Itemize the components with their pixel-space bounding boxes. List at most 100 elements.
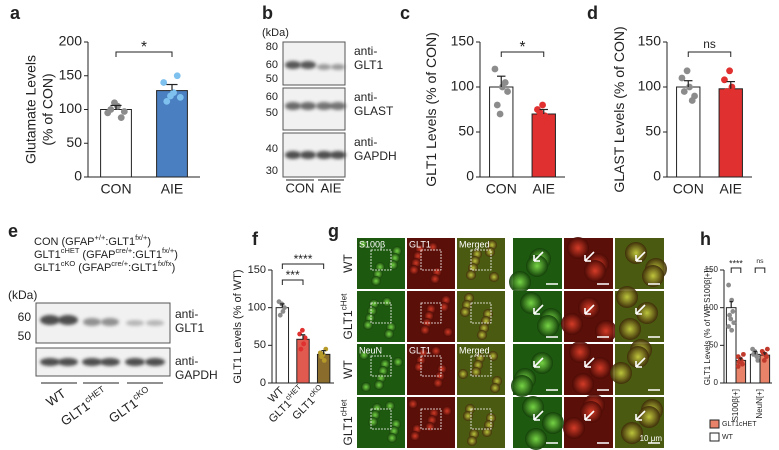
panel-label: h [700, 229, 711, 249]
data-point [536, 108, 544, 116]
data-point [320, 351, 326, 357]
antibody-label: anti-GLAST [354, 90, 394, 118]
data-point [163, 98, 171, 105]
superscript: fx/fx [158, 259, 172, 268]
data-point [321, 358, 327, 363]
data-point [727, 312, 732, 318]
cell-blob [525, 428, 547, 450]
x-tick-label: AIE [161, 181, 184, 197]
antibody-label: anti-GAPDH [175, 354, 218, 382]
blot-band [300, 102, 316, 110]
superscript: fx/+ [135, 233, 147, 242]
significance-label: ns [756, 258, 764, 265]
significance-bracket [115, 51, 173, 57]
y-axis-label: Glutamate Levels(% of CON) [22, 55, 55, 164]
data-point [160, 79, 168, 86]
data-point [546, 115, 554, 122]
superscript: cHET [61, 246, 80, 255]
data-point [683, 67, 691, 75]
data-point [280, 309, 286, 314]
kda-marker: 50 [266, 73, 278, 85]
roi-box [470, 302, 492, 324]
y-axis-label-line: GLAST Levels (% of CON) [611, 26, 627, 192]
cell-blob [485, 247, 495, 257]
cell-blob [621, 422, 643, 444]
blot-band [285, 151, 301, 159]
data-point [726, 67, 733, 75]
bar [156, 90, 188, 178]
y-tick-label: 100 [638, 78, 662, 94]
panel-label: b [262, 3, 273, 23]
text-part: GLT1 [34, 249, 61, 261]
blot-band [330, 102, 346, 110]
cell-blob [619, 318, 641, 340]
blot-band [317, 64, 331, 70]
x-tick-label: AIE [719, 181, 742, 197]
data-point [277, 312, 283, 318]
antibody-line: anti- [354, 90, 377, 104]
blot-band [316, 102, 332, 110]
data-point [731, 320, 737, 326]
arrow [584, 357, 595, 368]
cell-blob [358, 239, 368, 249]
cell-blob [458, 369, 468, 379]
y-tick-label: 100 [451, 78, 475, 94]
superscript: cHET [83, 384, 107, 405]
row-label: GLT1cHet [340, 399, 356, 446]
data-point [733, 101, 741, 109]
cell-blob [489, 272, 499, 282]
roi-box [370, 408, 392, 430]
roi-box [370, 249, 392, 271]
panel-label: d [587, 3, 598, 23]
significance-label: ns [703, 37, 716, 51]
data-point [496, 110, 504, 118]
panel-label: c [400, 3, 410, 23]
y-tick-label: 0 [653, 168, 661, 184]
cell-blob [488, 351, 498, 361]
blot-band [82, 358, 102, 366]
panel-label: a [10, 3, 21, 23]
antibody-label: anti-GLT1 [175, 307, 204, 335]
blot-band [125, 358, 145, 366]
cell-blob [572, 373, 594, 395]
y-tick-label: 150 [638, 33, 662, 49]
significance-bracket [281, 279, 304, 285]
x-tick-label: S100β[+] [731, 389, 740, 421]
significance-label: *** [286, 268, 300, 282]
kda-marker: 50 [266, 107, 278, 119]
superscript: cHet [340, 293, 349, 311]
y-tick-label: 150 [451, 33, 475, 49]
channel-label: Merged [459, 345, 490, 355]
x-tick-label: CON [100, 181, 131, 197]
cell-blob [567, 237, 589, 259]
cell-blob [420, 325, 430, 335]
channel-label: Merged [459, 239, 490, 249]
arrow [533, 304, 544, 315]
y-tick-label: 100 [248, 302, 266, 314]
kda-marker: 30 [266, 165, 278, 177]
cell-blob [526, 255, 548, 277]
channel-label: GLT1 [409, 239, 431, 249]
arrow [584, 251, 595, 262]
data-point [539, 101, 546, 109]
channel-label: S100β [359, 239, 385, 249]
superscript: cKO [131, 384, 151, 402]
blot-band [330, 151, 346, 159]
arrow [533, 410, 544, 421]
lane-label: AIE [321, 180, 342, 195]
superscript: cre/+ [111, 259, 128, 268]
superscript: cKO [307, 382, 324, 399]
superscript: cre/+ [115, 246, 132, 255]
cell-blob [368, 417, 378, 427]
cell-blob [490, 383, 500, 393]
lane-label: GLT1cHET [57, 384, 111, 429]
legend-swatch [709, 419, 720, 429]
text-part: :GLT1 [132, 249, 162, 261]
blot-band [316, 151, 332, 159]
arrow [635, 357, 646, 368]
cell-blob [522, 396, 544, 418]
data-point [728, 83, 736, 91]
blot-band [331, 64, 345, 70]
cell-blob [627, 346, 649, 368]
cell-blob [610, 362, 632, 384]
